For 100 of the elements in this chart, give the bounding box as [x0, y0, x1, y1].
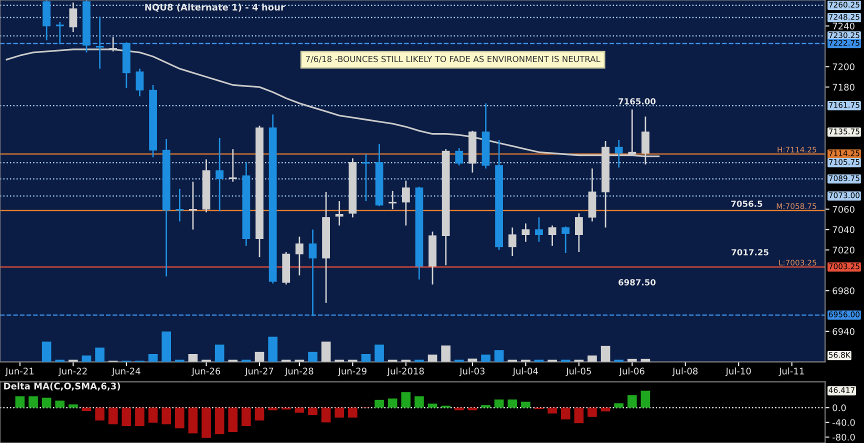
candlestick — [548, 224, 556, 247]
bar — [481, 354, 490, 362]
bar — [42, 342, 52, 362]
bar — [122, 408, 132, 426]
candlestick — [402, 180, 410, 226]
candlestick — [535, 216, 543, 242]
x-tick-label: Jul-2018 — [386, 367, 424, 376]
x-tick-label: Jul-04 — [512, 367, 538, 376]
bar — [268, 408, 278, 410]
bar — [95, 348, 104, 362]
bar — [214, 408, 224, 434]
bar — [28, 396, 38, 408]
candlestick — [614, 139, 623, 168]
bar — [148, 408, 158, 423]
bar — [175, 408, 184, 428]
x-tick-label: Jul-05 — [566, 367, 591, 376]
bar — [68, 404, 78, 408]
bar — [214, 344, 224, 362]
annotation: 7017.25 — [732, 249, 768, 256]
bar — [454, 408, 464, 410]
bar — [560, 408, 570, 420]
chart-title: NQU8 (Alternate 1) - 4 hour — [145, 4, 285, 12]
bar — [441, 346, 450, 362]
bar — [508, 400, 518, 408]
bar — [108, 408, 118, 424]
bar — [42, 398, 52, 408]
x-tick-label: Jun-21 — [5, 368, 34, 376]
candlestick — [189, 181, 197, 230]
y-tick-label: -80.0 — [832, 434, 855, 441]
bar — [254, 408, 264, 421]
y-tick-label: 0.0 — [832, 404, 846, 412]
y-tick-label: 7040 — [832, 226, 854, 234]
bar — [268, 336, 278, 362]
bar — [600, 346, 610, 362]
bar — [82, 408, 92, 411]
bar — [82, 356, 92, 362]
bar — [55, 400, 65, 408]
bar — [627, 395, 637, 408]
bar — [521, 402, 530, 408]
x-tick-label: Jul-10 — [725, 367, 751, 376]
bar — [428, 404, 438, 408]
bar — [254, 352, 264, 362]
candlestick — [296, 236, 304, 276]
bar — [588, 356, 597, 362]
candlestick — [388, 190, 397, 210]
bar — [188, 408, 198, 434]
x-tick-label: Jun-29 — [338, 368, 366, 376]
bar — [334, 408, 344, 418]
bar — [294, 408, 304, 413]
bar — [640, 390, 650, 408]
bar — [308, 408, 318, 416]
bar — [135, 408, 144, 426]
y-tick-label: 7180 — [832, 84, 854, 91]
annotation: 7165.00 — [618, 98, 656, 104]
candlestick — [308, 228, 317, 317]
bar — [148, 354, 158, 362]
bar — [348, 408, 358, 418]
bar — [428, 354, 438, 362]
y-tick-label: -40.0 — [832, 419, 855, 426]
bar — [414, 396, 424, 408]
bar — [574, 408, 584, 424]
candlestick — [56, 21, 64, 45]
bar — [202, 408, 211, 438]
bar — [374, 400, 384, 408]
x-tick-label: Jul-08 — [672, 367, 698, 376]
x-tick-label: Jul-06 — [618, 367, 644, 376]
bar — [15, 396, 25, 408]
x-tick-label: Jul-03 — [459, 367, 485, 376]
bar — [162, 332, 172, 362]
bar — [388, 398, 398, 408]
candlestick — [228, 148, 237, 182]
bar — [361, 354, 371, 362]
bar — [95, 408, 104, 421]
bar — [162, 408, 172, 424]
bar — [614, 403, 624, 408]
candlestick — [176, 188, 184, 222]
candlestick — [335, 200, 344, 226]
bar — [588, 408, 597, 417]
annotation: 7/6/18 -BOUNCES STILL LIKELY TO FADE AS ENVIRONMENT IS NEUTRAL — [306, 56, 600, 63]
candlestick — [362, 154, 370, 202]
annotation: 7056.5 — [731, 200, 762, 207]
bar — [548, 408, 557, 414]
bar — [494, 350, 504, 362]
y-tick-label: 6980 — [832, 287, 854, 294]
bar — [321, 408, 331, 422]
candlestick — [69, 2, 78, 33]
annotation: 6987.50 — [618, 279, 656, 286]
candlestick — [216, 137, 224, 212]
x-tick-label: Jun-28 — [284, 368, 314, 376]
bar — [481, 405, 490, 408]
candlestick — [96, 16, 104, 70]
x-tick-label: Jun-26 — [191, 368, 220, 376]
bar — [188, 354, 198, 362]
bar — [494, 400, 504, 408]
y-tick-label: 7060 — [832, 206, 854, 213]
bar — [321, 342, 331, 362]
bar — [308, 352, 318, 362]
bar — [468, 408, 478, 410]
x-tick-label: Jun-24 — [112, 368, 140, 376]
candlestick — [136, 68, 144, 97]
